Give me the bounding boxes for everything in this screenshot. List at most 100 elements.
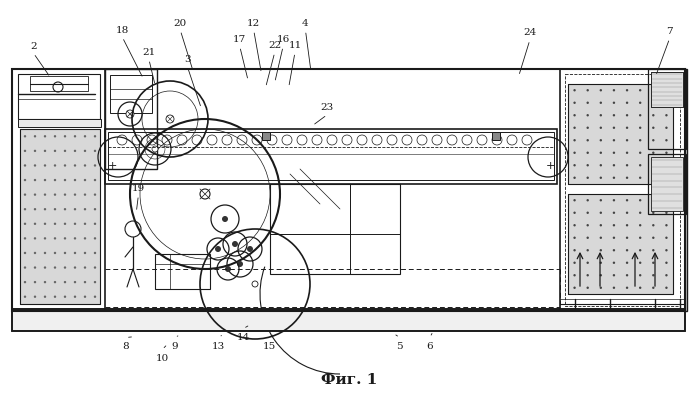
Circle shape bbox=[600, 177, 602, 180]
Circle shape bbox=[232, 241, 238, 247]
Circle shape bbox=[586, 262, 589, 264]
Circle shape bbox=[586, 127, 589, 130]
Circle shape bbox=[64, 296, 66, 298]
Circle shape bbox=[626, 237, 628, 239]
Circle shape bbox=[74, 223, 76, 225]
Circle shape bbox=[600, 200, 602, 202]
Circle shape bbox=[84, 267, 86, 269]
Circle shape bbox=[626, 225, 628, 227]
Circle shape bbox=[626, 200, 628, 202]
Circle shape bbox=[626, 177, 628, 180]
Circle shape bbox=[600, 127, 602, 130]
Text: 18: 18 bbox=[116, 26, 129, 34]
Circle shape bbox=[586, 225, 589, 227]
Circle shape bbox=[613, 152, 615, 154]
Bar bbox=[20, 130, 100, 304]
Circle shape bbox=[586, 200, 589, 202]
Circle shape bbox=[652, 249, 654, 252]
Circle shape bbox=[600, 102, 602, 105]
Circle shape bbox=[600, 262, 602, 264]
Circle shape bbox=[252, 281, 258, 287]
Circle shape bbox=[34, 136, 36, 138]
Circle shape bbox=[44, 267, 46, 269]
Circle shape bbox=[613, 140, 615, 142]
Circle shape bbox=[573, 177, 576, 180]
Circle shape bbox=[613, 225, 615, 227]
Circle shape bbox=[573, 249, 576, 252]
Circle shape bbox=[64, 281, 66, 284]
Circle shape bbox=[74, 296, 76, 298]
Bar bbox=[568, 85, 673, 184]
Text: 22: 22 bbox=[268, 41, 281, 50]
Circle shape bbox=[54, 296, 56, 298]
Circle shape bbox=[74, 252, 76, 255]
Circle shape bbox=[84, 179, 86, 182]
Text: 24: 24 bbox=[524, 28, 536, 37]
Circle shape bbox=[94, 179, 96, 182]
Circle shape bbox=[626, 249, 628, 252]
Circle shape bbox=[74, 165, 76, 167]
Circle shape bbox=[665, 287, 668, 289]
Text: 16: 16 bbox=[277, 35, 289, 44]
Text: 11: 11 bbox=[289, 41, 301, 50]
Circle shape bbox=[586, 90, 589, 92]
Circle shape bbox=[600, 249, 602, 252]
Circle shape bbox=[586, 177, 589, 180]
Circle shape bbox=[84, 252, 86, 255]
Circle shape bbox=[44, 281, 46, 284]
Circle shape bbox=[94, 237, 96, 240]
Circle shape bbox=[639, 262, 642, 264]
Text: 13: 13 bbox=[212, 341, 225, 350]
Circle shape bbox=[652, 237, 654, 239]
Circle shape bbox=[84, 223, 86, 225]
Circle shape bbox=[600, 212, 602, 215]
Text: 14: 14 bbox=[237, 332, 250, 341]
Circle shape bbox=[94, 136, 96, 138]
Circle shape bbox=[586, 274, 589, 277]
Circle shape bbox=[24, 252, 26, 255]
Circle shape bbox=[225, 266, 231, 272]
Circle shape bbox=[34, 165, 36, 167]
Circle shape bbox=[652, 165, 654, 167]
Circle shape bbox=[152, 147, 158, 153]
Circle shape bbox=[639, 274, 642, 277]
Circle shape bbox=[573, 165, 576, 167]
Circle shape bbox=[586, 165, 589, 167]
Bar bbox=[648, 155, 686, 215]
Circle shape bbox=[573, 127, 576, 130]
Bar bbox=[568, 85, 673, 184]
Circle shape bbox=[74, 209, 76, 211]
Circle shape bbox=[34, 237, 36, 240]
Circle shape bbox=[613, 90, 615, 92]
Circle shape bbox=[34, 223, 36, 225]
Circle shape bbox=[600, 237, 602, 239]
Circle shape bbox=[639, 225, 642, 227]
Circle shape bbox=[573, 200, 576, 202]
Circle shape bbox=[44, 165, 46, 167]
Circle shape bbox=[613, 200, 615, 202]
Circle shape bbox=[94, 209, 96, 211]
Circle shape bbox=[34, 252, 36, 255]
Circle shape bbox=[665, 177, 668, 180]
Circle shape bbox=[64, 179, 66, 182]
Circle shape bbox=[652, 287, 654, 289]
Circle shape bbox=[665, 152, 668, 154]
Circle shape bbox=[639, 287, 642, 289]
Bar bbox=[568, 194, 673, 294]
Circle shape bbox=[665, 225, 668, 227]
Bar bbox=[18, 75, 100, 120]
Circle shape bbox=[613, 274, 615, 277]
Text: 10: 10 bbox=[156, 353, 168, 362]
Circle shape bbox=[613, 249, 615, 252]
Circle shape bbox=[573, 140, 576, 142]
Bar bbox=[20, 130, 100, 304]
Circle shape bbox=[639, 177, 642, 180]
Circle shape bbox=[64, 252, 66, 255]
Circle shape bbox=[613, 165, 615, 167]
Circle shape bbox=[44, 179, 46, 182]
Circle shape bbox=[586, 249, 589, 252]
Circle shape bbox=[74, 194, 76, 196]
Circle shape bbox=[600, 165, 602, 167]
Circle shape bbox=[44, 237, 46, 240]
Circle shape bbox=[54, 136, 56, 138]
